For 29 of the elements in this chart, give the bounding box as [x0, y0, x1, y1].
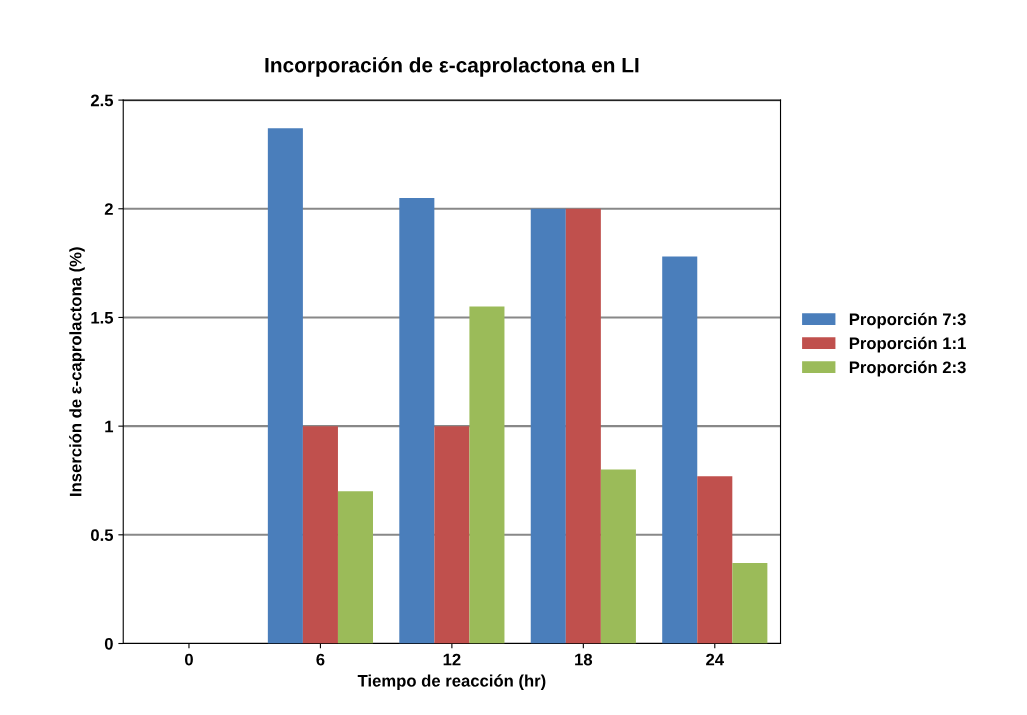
- bar: [302, 426, 338, 644]
- bar: [469, 306, 505, 644]
- x-tick-label: 6: [316, 653, 325, 666]
- x-tick-label: 24: [706, 653, 724, 666]
- y-tick-label: 2: [104, 203, 113, 215]
- y-tick-label: 0: [104, 637, 113, 650]
- legend-label: Proporción 7:3: [849, 312, 966, 329]
- bar: [530, 208, 566, 644]
- bar: [565, 208, 601, 644]
- y-tick-label: 2.5: [90, 94, 114, 107]
- y-tick-label: 1.5: [91, 312, 114, 324]
- x-axis-title: Tiempo de reacción (hr): [357, 674, 546, 690]
- legend-label: Proporción 2:3: [849, 360, 966, 377]
- bar: [337, 491, 374, 644]
- bar: [697, 476, 733, 644]
- chart-title: Incorporación de ε-caprolactona en LI: [265, 57, 639, 77]
- x-tick-label: 12: [443, 653, 461, 666]
- y-axis-title: Inserción de ε-caprolactona (%): [69, 247, 85, 496]
- bar: [267, 128, 303, 644]
- bar: [732, 563, 768, 644]
- legend-label: Proporción 1:1: [849, 336, 966, 353]
- y-tick-label: 0.5: [91, 529, 114, 542]
- x-tick-label: 18: [575, 653, 593, 666]
- y-tick-label: 1: [105, 420, 114, 433]
- bar: [399, 197, 435, 644]
- x-tick-label: 0: [184, 653, 193, 666]
- bar: [662, 256, 698, 644]
- bar: [600, 469, 636, 644]
- bar: [434, 426, 470, 644]
